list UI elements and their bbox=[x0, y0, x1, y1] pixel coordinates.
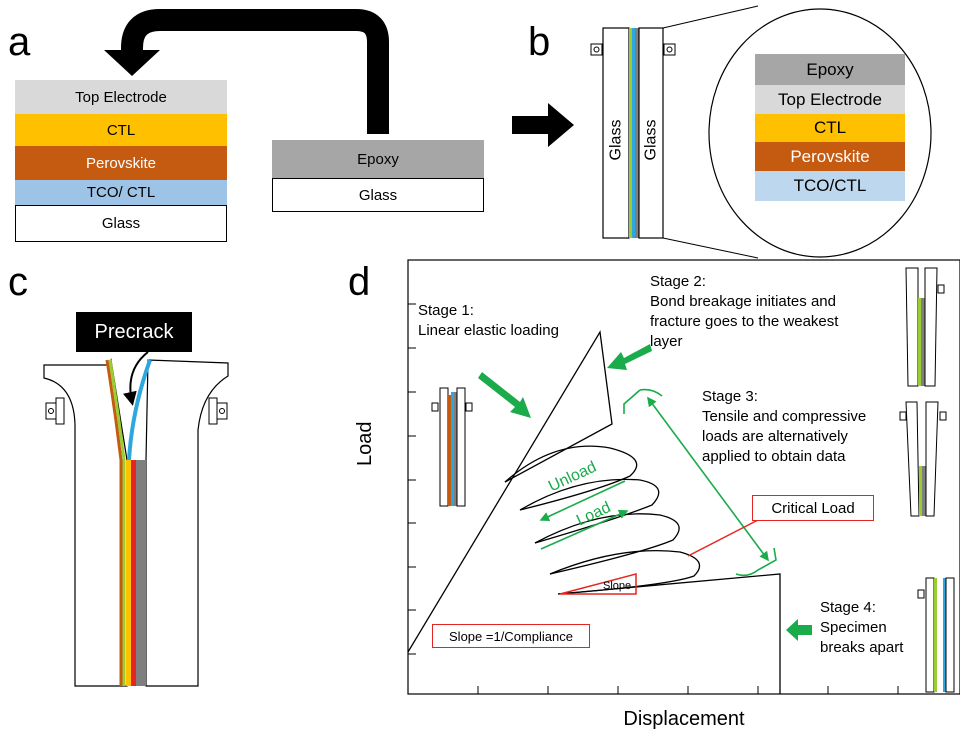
y-axis-label: Load bbox=[354, 421, 376, 467]
zoom-top-electrode-layer: Top Electrode bbox=[755, 85, 905, 114]
stage3-specimen-icon bbox=[899, 401, 947, 517]
slope-definition-box: Slope =1/Compliance bbox=[432, 624, 590, 648]
precrack-label: Precrack bbox=[76, 312, 192, 352]
stage1-text: Stage 1: Linear elastic loading bbox=[418, 302, 559, 339]
stage2-text: Stage 2: Bond breakage initiates and fra… bbox=[650, 273, 839, 350]
critical-load-box: Critical Load bbox=[752, 495, 874, 521]
green-annotations bbox=[539, 388, 777, 577]
epoxy-layer: Epoxy bbox=[272, 140, 484, 178]
panel-label-a: a bbox=[8, 20, 31, 64]
red-annotations bbox=[559, 519, 759, 595]
top-electrode-layer: Top Electrode bbox=[15, 80, 227, 114]
precrack-specimen bbox=[43, 351, 229, 687]
ctl-layer: CTL bbox=[15, 114, 227, 146]
transfer-arrow bbox=[104, 9, 389, 134]
x-axis-label: Displacement bbox=[623, 708, 745, 730]
zoom-ctl-layer: CTL bbox=[755, 114, 905, 142]
assembly-arrow bbox=[512, 103, 574, 147]
stage2-specimen-icon bbox=[905, 267, 945, 387]
plot-axes bbox=[407, 259, 960, 695]
cover-glass-layer: Glass bbox=[272, 178, 484, 212]
panel-label-c: c bbox=[8, 260, 28, 304]
tco-ctl-layer: TCO/ CTL bbox=[15, 180, 227, 205]
stage4-specimen-icon bbox=[917, 577, 955, 693]
zoom-perovskite-layer: Perovskite bbox=[755, 142, 905, 171]
stage1-specimen-icon bbox=[431, 387, 473, 507]
glass-left-label: Glass bbox=[607, 119, 624, 161]
perovskite-layer: Perovskite bbox=[15, 146, 227, 180]
glass-substrate-layer: Glass bbox=[15, 205, 227, 242]
zoom-tco-ctl-layer: TCO/CTL bbox=[755, 171, 905, 201]
stage4-text: Stage 4: Specimen breaks apart bbox=[820, 599, 904, 656]
panel-label-b: b bbox=[528, 20, 551, 64]
zoom-epoxy-layer: Epoxy bbox=[755, 54, 905, 85]
panel-label-d: d bbox=[348, 260, 371, 304]
stage3-text: Stage 3: Tensile and compressive loads a… bbox=[702, 388, 867, 465]
slope-label: Slope bbox=[603, 580, 632, 592]
glass-right-label: Glass bbox=[642, 119, 659, 161]
stage-arrows bbox=[478, 344, 812, 641]
